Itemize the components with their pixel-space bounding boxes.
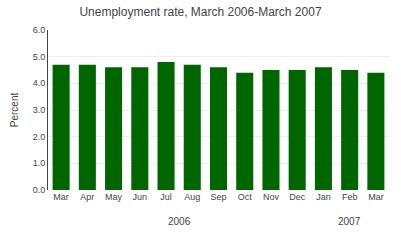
- svg-text:Dec: Dec: [289, 192, 306, 202]
- svg-text:2007: 2007: [338, 216, 361, 227]
- svg-text:2.0: 2.0: [33, 132, 46, 142]
- svg-text:Jul: Jul: [160, 192, 172, 202]
- svg-text:Mar: Mar: [53, 192, 69, 202]
- svg-text:Jan: Jan: [316, 192, 331, 202]
- svg-text:4.0: 4.0: [33, 78, 46, 88]
- svg-text:1.0: 1.0: [33, 158, 46, 168]
- svg-text:Oct: Oct: [238, 192, 253, 202]
- svg-text:6.0: 6.0: [33, 25, 46, 35]
- svg-text:Aug: Aug: [184, 192, 200, 202]
- svg-text:Sep: Sep: [210, 192, 226, 202]
- svg-text:3.0: 3.0: [33, 105, 46, 115]
- svg-text:Jun: Jun: [133, 192, 148, 202]
- svg-text:5.0: 5.0: [33, 52, 46, 62]
- svg-text:Percent: Percent: [9, 93, 20, 128]
- svg-text:Apr: Apr: [80, 192, 94, 202]
- svg-text:Mar: Mar: [368, 192, 384, 202]
- svg-text:0.0: 0.0: [33, 185, 46, 195]
- svg-text:May: May: [105, 192, 123, 202]
- svg-text:Feb: Feb: [342, 192, 358, 202]
- svg-text:2006: 2006: [168, 216, 191, 227]
- svg-text:Unemployment rate, March 2006-: Unemployment rate, March 2006-March 2007: [79, 5, 321, 19]
- svg-text:Nov: Nov: [263, 192, 280, 202]
